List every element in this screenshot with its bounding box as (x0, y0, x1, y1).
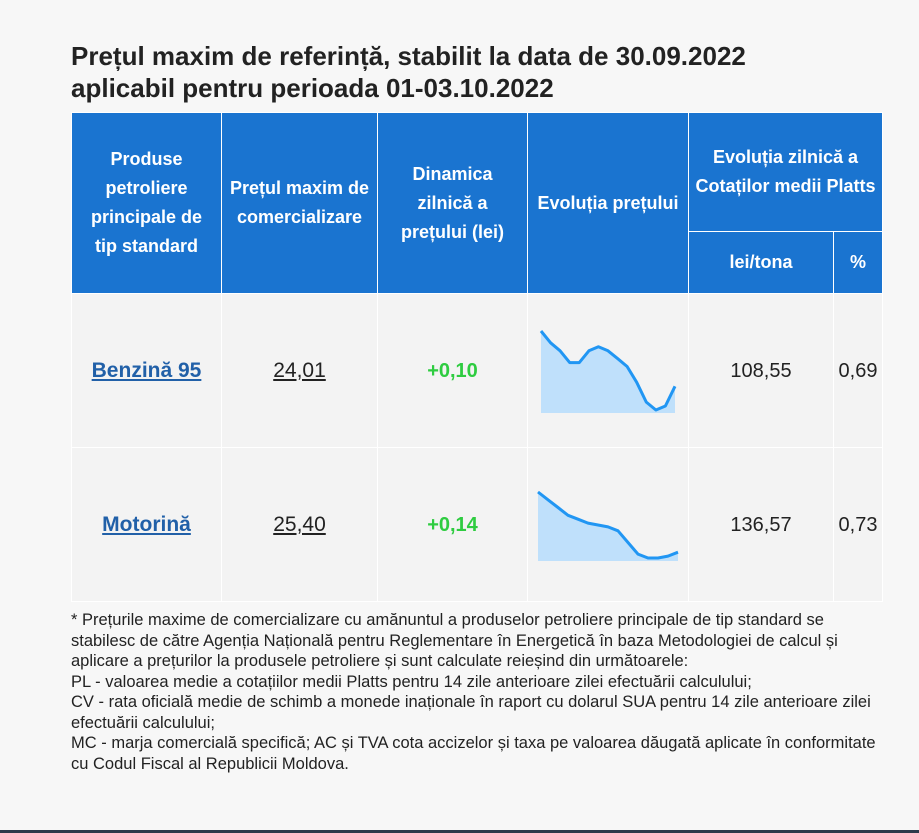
sparkline-line (537, 490, 679, 559)
platts-lei-tona-value: 136,57 (730, 513, 792, 536)
sparkline-cell (527, 293, 689, 448)
price-cell: 25,40 (221, 447, 378, 602)
header-dynamics: Dinamica zilnică a prețului (lei) (377, 112, 528, 294)
product-link-benzina-95[interactable]: Benzină 95 (91, 358, 202, 382)
header-max-price: Prețul maxim de comercializare (221, 112, 378, 294)
header-evolution: Evoluția prețului (527, 112, 689, 294)
header-products: Produse petroliere principale de tip sta… (71, 112, 222, 294)
platts-percent-value: 0,69 (838, 359, 878, 382)
platts-percent-value: 0,73 (838, 513, 878, 536)
percent-cell: 0,73 (832, 447, 884, 602)
lei-tona-cell: 136,57 (688, 447, 834, 602)
title-line-1: Prețul maxim de referință, stabilit la d… (71, 41, 746, 71)
lei-tona-cell: 108,55 (688, 293, 834, 448)
price-sparkline-benzina (539, 330, 677, 413)
header-lei-tona: lei/tona (688, 231, 834, 294)
daily-dynamic-value: +0,14 (427, 513, 478, 536)
bottom-divider (0, 830, 919, 833)
footnote-mc: MC - marja comercială specifică; AC și T… (71, 734, 876, 773)
product-cell: Benzină 95 (71, 293, 222, 448)
dynamic-cell: +0,10 (377, 293, 528, 448)
max-price-value: 24,01 (273, 358, 326, 382)
page-title: Prețul maxim de referință, stabilit la d… (71, 40, 891, 104)
percent-cell: 0,69 (832, 293, 884, 448)
product-cell: Motorină (71, 447, 222, 602)
platts-lei-tona-value: 108,55 (730, 359, 792, 382)
sparkline-line (539, 330, 677, 412)
footnote-cv: CV - rata oficială medie de schimb a mon… (71, 693, 871, 732)
product-link-motorina[interactable]: Motorină (102, 512, 191, 536)
dynamic-cell: +0,14 (377, 447, 528, 602)
footnote-pl: PL - valoarea medie a cotațiilor medii P… (71, 672, 752, 691)
table-row: Motorină 25,40 +0,14 136,57 0,73 (71, 447, 884, 602)
header-percent: % (832, 231, 884, 294)
sparkline-area (538, 491, 678, 561)
sparkline-cell (527, 447, 689, 602)
price-cell: 24,01 (221, 293, 378, 448)
max-price-value: 25,40 (273, 512, 326, 536)
header-platts: Evoluția zilnică a Cotaților medii Platt… (687, 112, 884, 232)
daily-dynamic-value: +0,10 (427, 359, 478, 382)
price-table: Produse petroliere principale de tip sta… (71, 112, 884, 602)
footnote: * Prețurile maxime de comercializare cu … (71, 610, 886, 774)
table-row: Benzină 95 24,01 +0,10 108,55 0,69 (71, 293, 884, 448)
title-line-2: aplicabil pentru perioada 01-03.10.2022 (71, 73, 554, 103)
footnote-intro: * Prețurile maxime de comercializare cu … (71, 611, 838, 670)
sparkline-area (541, 331, 675, 413)
price-sparkline-motorina (537, 490, 679, 561)
